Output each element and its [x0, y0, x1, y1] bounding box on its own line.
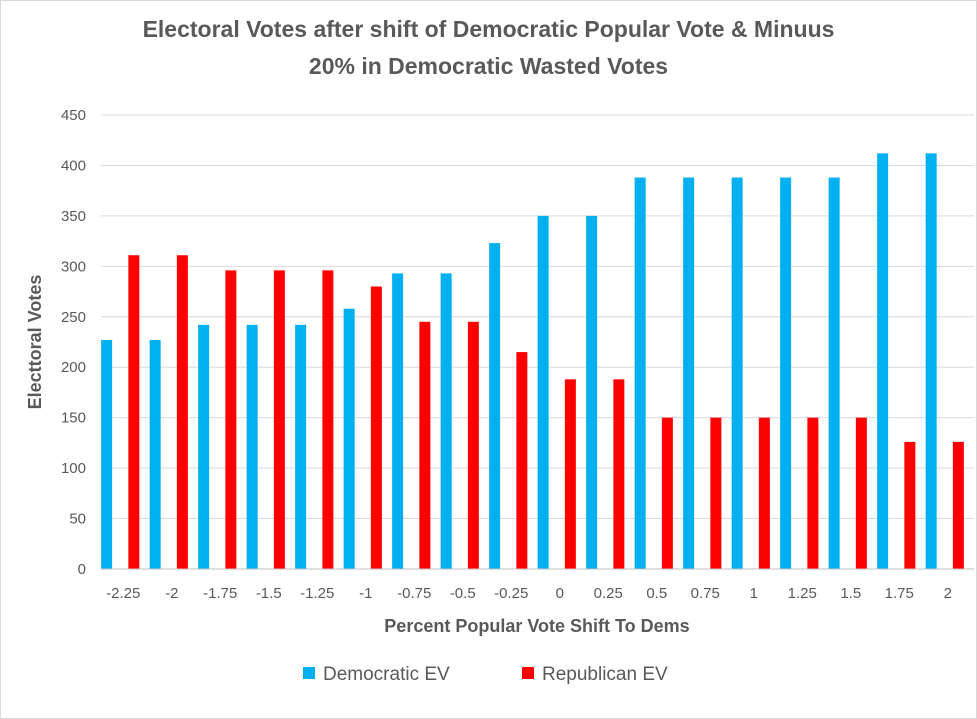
bar-republican — [710, 417, 722, 569]
bar-democratic — [440, 273, 452, 569]
bar-democratic — [586, 215, 598, 569]
x-tick-label: 2 — [944, 585, 952, 602]
y-tick-label: 450 — [61, 107, 86, 124]
x-tick-label: 0.75 — [691, 585, 720, 602]
x-tick-label: -1.5 — [256, 585, 282, 602]
bar-democratic — [780, 177, 792, 569]
legend-swatch — [522, 667, 534, 679]
x-tick-label: -0.5 — [450, 585, 476, 602]
bar-democratic — [683, 177, 695, 569]
y-tick-label: 350 — [61, 208, 86, 225]
x-tick-label: -1.25 — [300, 585, 334, 602]
y-tick-label: 0 — [78, 561, 86, 578]
bar-democratic — [489, 243, 501, 569]
x-tick-label: -0.75 — [397, 585, 431, 602]
bar-republican — [225, 270, 237, 569]
bar-republican — [273, 270, 285, 569]
bar-republican — [564, 379, 576, 569]
x-tick-label: -0.25 — [494, 585, 528, 602]
legend-label: Republican EV — [542, 664, 668, 685]
x-tick-label: 1.25 — [788, 585, 817, 602]
legend-swatch — [303, 667, 315, 679]
bar-democratic — [198, 324, 210, 569]
bar-democratic — [731, 177, 743, 569]
bar-democratic — [343, 308, 355, 569]
chart-title-line-2: 20% in Democratic Wasted Votes — [308, 53, 669, 79]
bar-democratic — [877, 153, 889, 570]
bar-republican — [467, 321, 479, 569]
y-tick-label: 100 — [61, 460, 86, 477]
x-axis-title: Percent Popular Vote Shift To Dems — [384, 616, 689, 636]
bar-republican — [370, 286, 382, 569]
legend-label: Democratic EV — [323, 664, 450, 685]
chart-title-line-1: Electoral Votes after shift of Democrati… — [142, 16, 835, 42]
bar-republican — [128, 255, 140, 570]
bar-democratic — [634, 177, 646, 569]
x-tick-label: -2 — [165, 585, 178, 602]
bar-democratic — [246, 324, 258, 569]
bar-democratic — [925, 153, 937, 570]
x-tick-label: 0.25 — [594, 585, 623, 602]
bar-republican — [855, 417, 867, 569]
bar-republican — [904, 441, 916, 569]
bar-republican — [613, 379, 625, 569]
bar-republican — [516, 352, 528, 569]
bar-democratic — [537, 215, 549, 569]
bar-republican — [952, 441, 964, 569]
bar-democratic — [149, 339, 161, 569]
y-tick-label: 50 — [69, 511, 86, 528]
bar-republican — [807, 417, 819, 569]
bar-republican — [419, 321, 431, 569]
y-tick-label: 250 — [61, 309, 86, 326]
y-tick-label: 300 — [61, 258, 86, 275]
bar-democratic — [101, 339, 113, 569]
bar-democratic — [828, 177, 840, 569]
bar-republican — [322, 270, 334, 569]
bar-democratic — [392, 273, 404, 569]
y-tick-label: 400 — [61, 157, 86, 174]
x-tick-label: 0.5 — [646, 585, 667, 602]
x-tick-label: -2.25 — [106, 585, 140, 602]
x-tick-label: 1.5 — [840, 585, 861, 602]
bar-republican — [176, 255, 188, 570]
x-tick-label: 0 — [556, 585, 564, 602]
bar-republican — [661, 417, 673, 569]
x-tick-label: -1 — [359, 585, 372, 602]
bar-democratic — [295, 324, 307, 569]
x-tick-label: -1.75 — [203, 585, 237, 602]
x-tick-label: 1 — [750, 585, 758, 602]
y-axis-title: Electtoral Votes — [25, 275, 45, 410]
bar-republican — [758, 417, 770, 569]
y-tick-label: 150 — [61, 410, 86, 427]
x-tick-label: 1.75 — [885, 585, 914, 602]
y-tick-label: 200 — [61, 359, 86, 376]
